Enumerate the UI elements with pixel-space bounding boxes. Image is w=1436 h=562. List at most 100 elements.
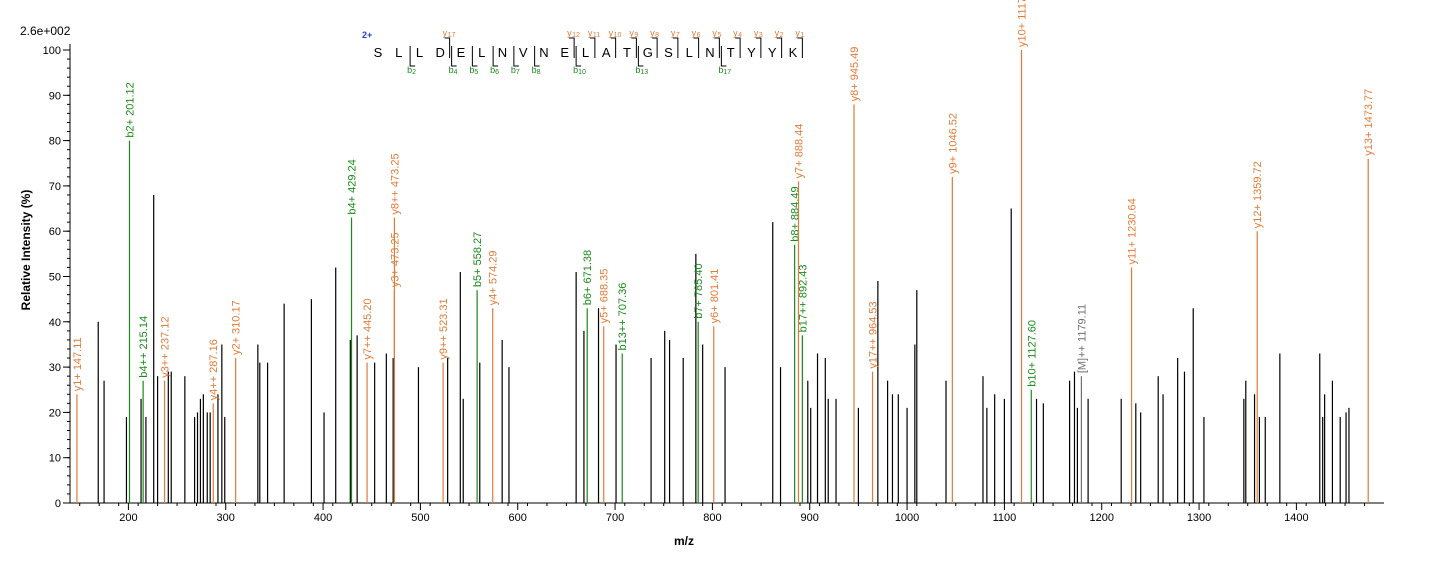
sequence-residue: N <box>498 45 507 60</box>
b-ion-bracket <box>720 46 727 67</box>
peak-label: [M]++ 1179.11 <box>1076 304 1088 373</box>
y-ion-letter: y <box>671 28 676 38</box>
y-ion-bracket <box>589 37 596 58</box>
peak-label: y13+ 1473.77 <box>1363 89 1375 156</box>
sequence-residue: L <box>395 45 402 60</box>
x-tick-label: 1000 <box>895 512 919 524</box>
b-ion-index: 5 <box>474 69 478 76</box>
b-ion-letter: b <box>511 65 516 75</box>
sequence-residue: D <box>436 45 445 60</box>
y-ion-bracket <box>735 37 741 58</box>
y-ion-letter: y <box>629 28 634 38</box>
peak-label: y4++ 287.16 <box>208 339 220 400</box>
peak-label: b6+ 671.38 <box>582 250 594 305</box>
peak-label: b17++ 892.43 <box>797 264 809 332</box>
y-ion-bracket <box>714 37 720 58</box>
peak-label: b4+ 429.24 <box>347 159 359 214</box>
peak-label: y10+ 1117.57 <box>1017 0 1029 47</box>
peak-label: y6+ 801.41 <box>709 269 721 324</box>
y-ion-letter: y <box>609 28 614 38</box>
x-tick-label: 900 <box>801 512 819 524</box>
peak-label: b13++ 707.36 <box>617 283 629 351</box>
y-ion-index: 3 <box>759 32 763 39</box>
b-ion-letter: b <box>407 65 412 75</box>
y-ion-index: 7 <box>676 32 680 39</box>
y-ion-bracket <box>569 37 575 58</box>
b-ion-bracket <box>575 46 582 67</box>
peak-label: b10+ 1127.60 <box>1026 320 1038 387</box>
sequence-residue: L <box>478 45 485 60</box>
peak-label: y2+ 310.17 <box>231 300 243 355</box>
y-tick-label: 40 <box>49 317 61 329</box>
sequence-residue: S <box>374 45 383 60</box>
y-tick-label: 0 <box>55 498 61 510</box>
y-ion-letter: y <box>712 28 717 38</box>
peak-label: y4+ 574.29 <box>488 250 500 305</box>
b-ion-letter: b <box>573 65 578 75</box>
y-ion-index: 10 <box>614 32 622 39</box>
y-ion-letter: y <box>754 28 759 38</box>
y-tick-label: 30 <box>49 362 61 374</box>
peak-label: b2+ 201.12 <box>124 82 136 137</box>
b-ion-bracket <box>637 46 644 67</box>
x-tick-label: 800 <box>703 512 721 524</box>
y-ion-letter: y <box>650 28 655 38</box>
sequence-residue: S <box>664 45 673 60</box>
b-ion-bracket <box>513 46 519 67</box>
y-ion-bracket <box>776 37 783 58</box>
y-tick-label: 90 <box>49 90 61 102</box>
y-ion-bracket <box>444 37 451 58</box>
b-ion-bracket <box>451 46 457 67</box>
y-ion-letter: y <box>733 28 738 38</box>
peak-label: b5+ 558.27 <box>472 232 484 287</box>
y-ion-bracket <box>693 37 700 58</box>
sequence-residue: L <box>416 45 423 60</box>
peak-label: y8+ 945.49 <box>849 47 861 102</box>
x-tick-label: 1200 <box>1089 512 1113 524</box>
y-ion-letter: y <box>567 28 572 38</box>
y-ion-letter: y <box>795 28 800 38</box>
peak-label: y1+ 147.11 <box>72 337 84 391</box>
y-ion-index: 8 <box>655 32 659 39</box>
y-ion-letter: y <box>692 28 697 38</box>
sequence-residue: A <box>602 45 611 60</box>
peak-label: y3++ 237.12 <box>160 317 172 378</box>
peak-label: b4++ 215.14 <box>138 316 150 378</box>
x-tick-label: 400 <box>314 512 332 524</box>
sequence-residue: N <box>539 45 548 60</box>
x-tick-label: 200 <box>119 512 137 524</box>
b-ion-index: 6 <box>495 69 499 76</box>
axes: 200 300 400 500 600 700 800 900 1000 1100 1200 1300… <box>43 44 1384 524</box>
peak-label: y7++ 445.20 <box>362 298 374 359</box>
b-ion-letter: b <box>532 65 537 75</box>
y-ion-index: 4 <box>738 32 742 39</box>
y-ion-letter: y <box>588 28 593 38</box>
y-ion-letter: y <box>775 28 780 38</box>
x-tick-label: 1100 <box>993 512 1017 524</box>
peak-label: b8+ 884.49 <box>790 186 802 241</box>
y-ion-bracket <box>610 37 617 58</box>
peak-label: y17++ 964.53 <box>868 301 880 368</box>
sequence-residue: Y <box>747 45 756 60</box>
b-ion-letter: b <box>469 65 474 75</box>
peptide-sequence: 2+S L L D E L N V N E L A T G S L N T Y Y Ky 17 y 12 y 11 y 10 y 9 y 8 y… <box>362 28 804 76</box>
peak-label: y7+ 888.44 <box>793 124 805 179</box>
y-tick-label: 50 <box>49 272 61 284</box>
y-ion-index: 9 <box>634 32 638 39</box>
peak-label: y8++ 473.25 <box>389 153 401 214</box>
peak-label: y9++ 523.31 <box>438 298 450 359</box>
x-tick-label: 600 <box>509 512 527 524</box>
x-tick-label: 1300 <box>1187 512 1211 524</box>
peak-label: y9+ 1046.52 <box>947 113 959 174</box>
y-tick-label: 10 <box>49 453 61 465</box>
sequence-residue: E <box>457 45 466 60</box>
x-axis-title: m/z <box>674 534 694 548</box>
peak-label: y5+ 688.35 <box>599 269 611 324</box>
peak-label: y3+ 473.25 <box>389 232 401 287</box>
charge-state-label: 2+ <box>362 30 372 40</box>
y-ion-index: 5 <box>717 32 721 39</box>
max-intensity-label: 2.6e+002 <box>20 24 71 38</box>
sequence-residue: L <box>686 45 693 60</box>
y-ion-letter: y <box>443 28 448 38</box>
